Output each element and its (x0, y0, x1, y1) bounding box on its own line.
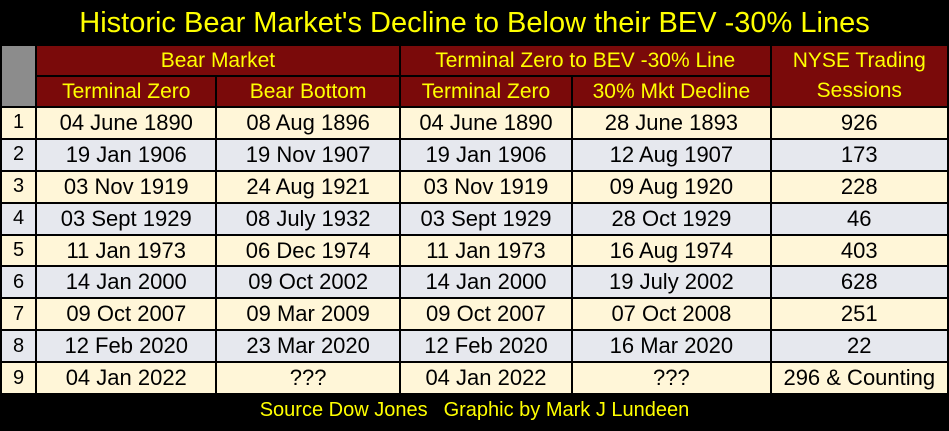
cell: 04 June 1890 (400, 108, 572, 138)
cell: 16 Aug 1974 (573, 235, 770, 266)
cell: 12 Aug 1907 (573, 139, 770, 170)
cell: 403 (771, 235, 947, 266)
cell: 19 Jan 1906 (400, 139, 572, 170)
cell: 16 Mar 2020 (573, 331, 770, 362)
cell: 04 Jan 2022 (37, 363, 216, 394)
corner (2, 46, 36, 106)
cell: 03 Sept 1929 (37, 203, 216, 234)
credit: Graphic by Mark J Lundeen (443, 399, 690, 422)
cell: 12 Feb 2020 (400, 331, 572, 362)
row: 4 03 Sept 1929 08 July 1932 03 Sept 1929 28 … (2, 203, 947, 234)
group-header: Bear Market (37, 46, 399, 75)
row: 3 03 Nov 1919 24 Aug 1921 03 Nov 1919 09 Aug… (2, 171, 947, 202)
row-index: 2 (2, 139, 36, 170)
cell: 22 (771, 331, 947, 362)
cell: 251 (771, 299, 947, 330)
row-index: 5 (2, 235, 36, 266)
row: 2 19 Jan 1906 19 Nov 1907 19 Jan 1906 12 Aug… (2, 139, 947, 170)
row-index: 1 (2, 108, 36, 138)
cell: 09 Oct 2002 (217, 267, 399, 298)
cell: 11 Jan 1973 (400, 235, 572, 266)
row-index: 8 (2, 331, 36, 362)
group-header: Terminal Zero to BEV -30% Line (400, 46, 770, 75)
cell: 24 Aug 1921 (217, 171, 399, 202)
table: Bear Market Terminal Zero to BEV -30% Li… (0, 44, 949, 395)
cell: 11 Jan 1973 (37, 235, 216, 266)
cell: ??? (573, 363, 770, 394)
cell: 04 Jan 2022 (400, 363, 572, 394)
cell: 08 Aug 1896 (217, 108, 399, 138)
column-header: Terminal Zero (400, 77, 572, 106)
row: 6 14 Jan 2000 09 Oct 2002 14 Jan 2000 19 Jul… (2, 267, 947, 298)
cell: 628 (771, 267, 947, 298)
row: 9 04 Jan 2022??? 04 Jan 2022??? 296 & Count… (2, 363, 947, 394)
cell: ??? (217, 363, 399, 394)
row: 8 12 Feb 2020 23 Mar 2020 12 Feb 2020 16 Mar… (2, 331, 947, 362)
cell: 12 Feb 2020 (37, 331, 216, 362)
cell: 23 Mar 2020 (217, 331, 399, 362)
cell: 19 Nov 1907 (217, 139, 399, 170)
column-header: Bear Bottom (217, 77, 399, 106)
row: 5 11 Jan 1973 06 Dec 1974 11 Jan 1973 16 Aug… (2, 235, 947, 266)
cell: 46 (771, 203, 947, 234)
cell: 09 Oct 2007 (37, 299, 216, 330)
cell: 04 June 1890 (37, 108, 216, 138)
row-index: 9 (2, 363, 36, 394)
cell: 14 Jan 2000 (37, 267, 216, 298)
cell: 09 Oct 2007 (400, 299, 572, 330)
cell: 28 June 1893 (573, 108, 770, 138)
cell: 19 July 2002 (573, 267, 770, 298)
cell: 173 (771, 139, 947, 170)
cell: 09 Aug 1920 (573, 171, 770, 202)
cell: 06 Dec 1974 (217, 235, 399, 266)
cell: 14 Jan 2000 (400, 267, 572, 298)
cell: 926 (771, 108, 947, 138)
row: 1 04 June 1890 08 Aug 1896 04 June 1890 28 J… (2, 108, 947, 138)
cell: 19 Jan 1906 (37, 139, 216, 170)
footer: Source Dow Jones Graphic by Mark J Lundee… (0, 395, 949, 425)
row-index: 7 (2, 299, 36, 330)
column-header: 30% Mkt Decline (573, 77, 770, 106)
row: 7 09 Oct 2007 09 Mar 2009 09 Oct 2007 07 Oct… (2, 299, 947, 330)
title: Historic Bear Market's Decline to Below … (79, 7, 870, 39)
cell: 07 Oct 2008 (573, 299, 770, 330)
cell: 09 Mar 2009 (217, 299, 399, 330)
cell: 03 Sept 1929 (400, 203, 572, 234)
row-index: 6 (2, 267, 36, 298)
cell: 03 Nov 1919 (400, 171, 572, 202)
cell: 08 July 1932 (217, 203, 399, 234)
row-index: 4 (2, 203, 36, 234)
source: Source Dow Jones (259, 399, 428, 422)
table-body: 1 04 June 1890 08 Aug 1896 04 June 1890 28 J… (2, 108, 947, 394)
column-header: Terminal Zero (37, 77, 216, 106)
cell: 296 & Counting (771, 363, 947, 394)
cell: 03 Nov 1919 (37, 171, 216, 202)
group-header: NYSE Trading Sessions (771, 46, 947, 106)
row-index: 3 (2, 171, 36, 202)
cell: 228 (771, 171, 947, 202)
cell: 28 Oct 1929 (573, 203, 770, 234)
